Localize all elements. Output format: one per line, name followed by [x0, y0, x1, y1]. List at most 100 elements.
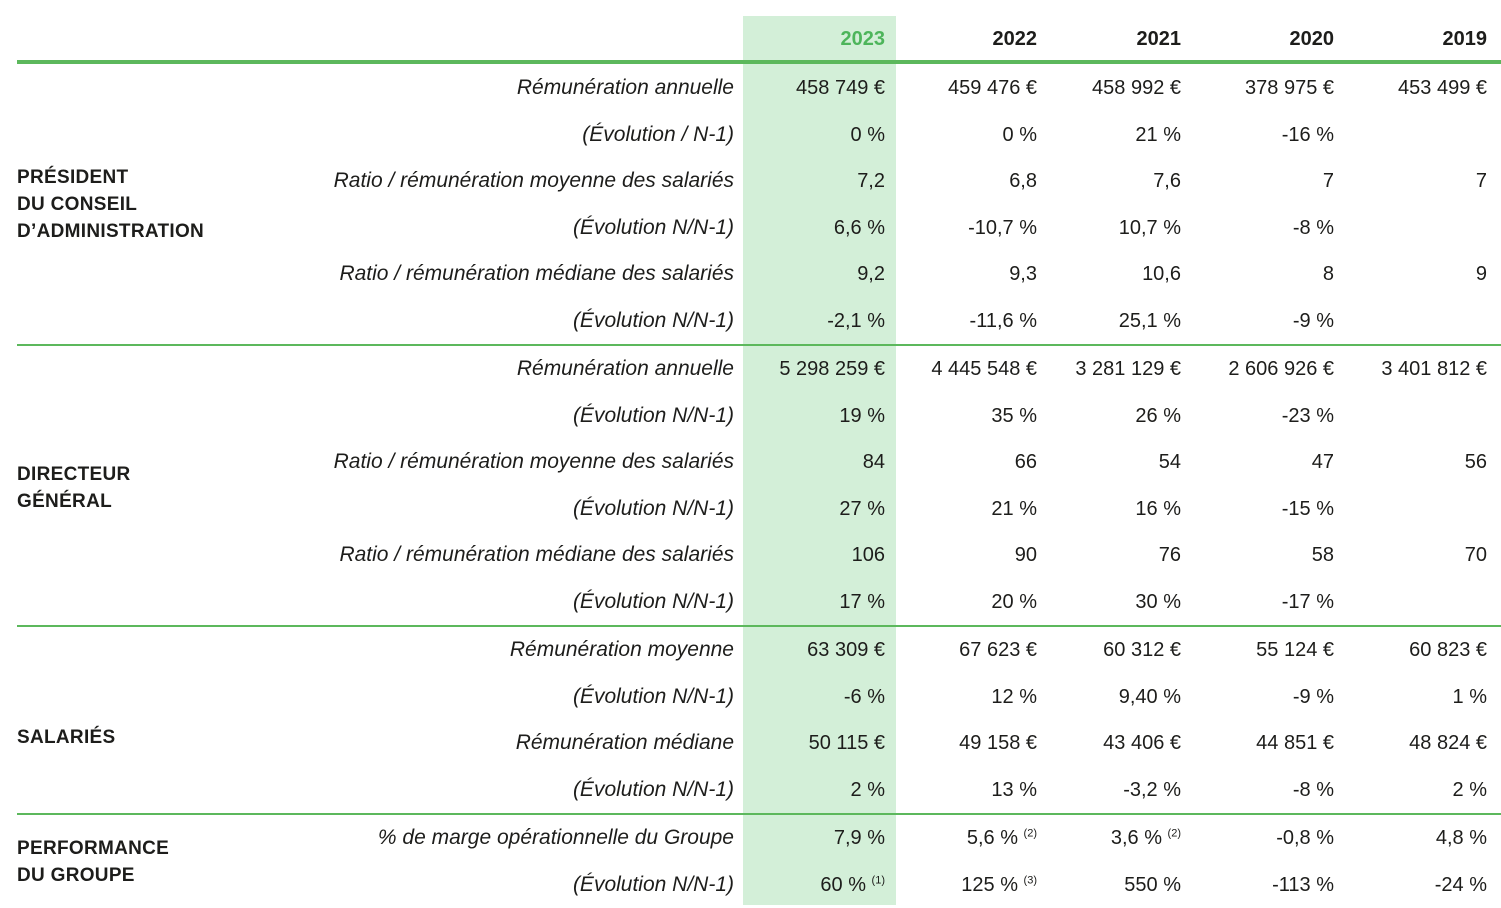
cell-value: -9 % — [1292, 685, 1334, 708]
table-cell-2022: 90 — [1015, 542, 1037, 568]
current-year-highlight-column — [743, 16, 896, 905]
cell-value: 63 309 € — [807, 639, 885, 661]
cell-value: -9 % — [1292, 309, 1334, 332]
table-cell-2019: 9 — [1476, 261, 1487, 287]
table-cell-2022: 49 158 € — [959, 730, 1037, 756]
table-row: Ratio / rémunération médiane des salarié… — [0, 251, 1501, 297]
table-cell-2023: 0 % — [851, 122, 885, 148]
table-cell-2023: 60 % (1) — [820, 872, 885, 898]
cell-value: -10,7 % — [968, 216, 1037, 239]
cell-value: 16 % — [1135, 497, 1181, 520]
table-cell-2021: 3,6 % (2) — [1111, 825, 1181, 851]
cell-value: 56 — [1464, 451, 1487, 473]
row-label: Ratio / rémunération moyenne des salarié… — [333, 450, 734, 473]
table-cell-2020: 8 — [1323, 261, 1334, 287]
table-cell-2023: 458 749 € — [796, 75, 885, 101]
table-cell-2023: 17 % — [839, 589, 885, 615]
table-row: (Évolution N/N-1) 6,6 % -10,7 % 10,7 % -8 % — [0, 205, 1501, 251]
row-label: Ratio / rémunération moyenne des salarié… — [333, 169, 734, 192]
cell-value: 19 % — [839, 404, 885, 427]
row-label: (Évolution N/N-1) — [572, 684, 734, 708]
footnote-marker: (2) — [1023, 827, 1037, 840]
cell-value: 2 606 926 € — [1228, 358, 1334, 380]
table-cell-2022: 125 % (3) — [961, 872, 1037, 898]
table-cell-2022: 21 % — [991, 496, 1037, 522]
table-cell-2020: 55 124 € — [1256, 637, 1334, 663]
table-cell-2020: 47 — [1312, 449, 1334, 475]
table-cell-2020: -17 % — [1282, 589, 1334, 615]
cell-value: 9,2 — [857, 263, 885, 285]
cell-value: 26 % — [1135, 404, 1181, 427]
table-cell-2022: 0 % — [1003, 122, 1037, 148]
cell-value: 9,3 — [1009, 263, 1037, 285]
group-label: PERFORMANCE DU GROUPE — [17, 838, 170, 886]
cell-value: 10,7 % — [1118, 216, 1181, 239]
row-label: Rémunération annuelle — [516, 357, 734, 380]
table-cell-2021: 458 992 € — [1092, 75, 1181, 101]
cell-value: 3,6 % — [1110, 827, 1162, 849]
table-cell-2019: 2 % — [1453, 777, 1487, 803]
table-cell-2020: -9 % — [1293, 684, 1334, 710]
year-header-2021: 2021 — [1136, 28, 1182, 50]
cell-value: 0 % — [850, 123, 885, 146]
cell-value: 54 — [1158, 451, 1181, 473]
cell-value: 13 % — [991, 778, 1037, 801]
row-label: (Évolution N/N-1) — [572, 872, 734, 896]
cell-value: -17 % — [1281, 590, 1334, 613]
table-cell-2019: 48 824 € — [1409, 730, 1487, 756]
cell-value: 44 851 € — [1256, 732, 1334, 754]
table-cell-2023: 106 — [852, 542, 885, 568]
cell-value: 550 % — [1124, 873, 1181, 896]
cell-value: 378 975 € — [1245, 77, 1334, 99]
row-label: (Évolution N/N-1) — [572, 496, 734, 520]
cell-value: -8 % — [1292, 216, 1334, 239]
table-cell-2022: 5,6 % (2) — [967, 825, 1037, 851]
group-divider — [17, 625, 1501, 627]
cell-value: 4 445 548 € — [931, 358, 1037, 380]
cell-value: 60 823 € — [1409, 639, 1487, 661]
table-cell-2023: 63 309 € — [807, 637, 885, 663]
table-cell-2020: -15 % — [1282, 496, 1334, 522]
cell-value: 7,2 — [857, 170, 885, 192]
table-cell-2023: 27 % — [839, 496, 885, 522]
table-cell-2022: 67 623 € — [959, 637, 1037, 663]
table-cell-2022: 6,8 — [1009, 168, 1037, 194]
table-cell-2019: 7 — [1476, 168, 1487, 194]
table-cell-2019: 4,8 % — [1436, 825, 1487, 851]
cell-value: 458 749 € — [796, 77, 885, 99]
table-cell-2021: 3 281 129 € — [1075, 356, 1181, 382]
table-row: Rémunération annuelle 5 298 259 € 4 445 54… — [0, 346, 1501, 392]
table-row: (Évolution / N-1) 0 % 0 % 21 % -16 % — [0, 112, 1501, 158]
cell-value: 125 % — [961, 873, 1018, 896]
year-header-2023: 2023 — [840, 28, 886, 50]
table-cell-2020: 58 — [1312, 542, 1334, 568]
table-cell-2020: -8 % — [1293, 777, 1334, 803]
table-row: Rémunération moyenne 63 309 € 67 623 € 60 3… — [0, 627, 1501, 673]
cell-value: -11,6 % — [969, 309, 1037, 332]
table-cell-2022: 9,3 — [1009, 261, 1037, 287]
table-cell-2020: -16 % — [1282, 122, 1334, 148]
table-cell-2021: 16 % — [1135, 496, 1181, 522]
group-divider — [17, 813, 1501, 815]
table-cell-2022: 12 % — [991, 684, 1037, 710]
table-cell-2023: 9,2 — [857, 261, 885, 287]
table-cell-2023: 84 — [863, 449, 885, 475]
year-header-2019: 2019 — [1442, 28, 1488, 50]
cell-value: -15 % — [1281, 497, 1334, 520]
cell-value: -6 % — [843, 685, 885, 708]
table-cell-2023: 5 298 259 € — [779, 356, 885, 382]
cell-value: 70 — [1464, 544, 1487, 566]
cell-value: 10,6 — [1142, 263, 1181, 285]
row-label: (Évolution / N-1) — [582, 122, 734, 146]
table-cell-2023: -6 % — [844, 684, 885, 710]
table-cell-2021: 30 % — [1135, 589, 1181, 615]
cell-value: 6,6 % — [833, 216, 885, 239]
cell-value: 50 115 € — [808, 732, 885, 754]
cell-value: 1 % — [1452, 685, 1487, 708]
cell-value: 453 499 € — [1398, 77, 1487, 99]
cell-value: 60 312 € — [1103, 639, 1181, 661]
cell-value: 27 % — [839, 497, 885, 520]
cell-value: 21 % — [1135, 123, 1181, 146]
table-cell-2019: 60 823 € — [1409, 637, 1487, 663]
row-label: Rémunération médiane — [515, 731, 734, 754]
